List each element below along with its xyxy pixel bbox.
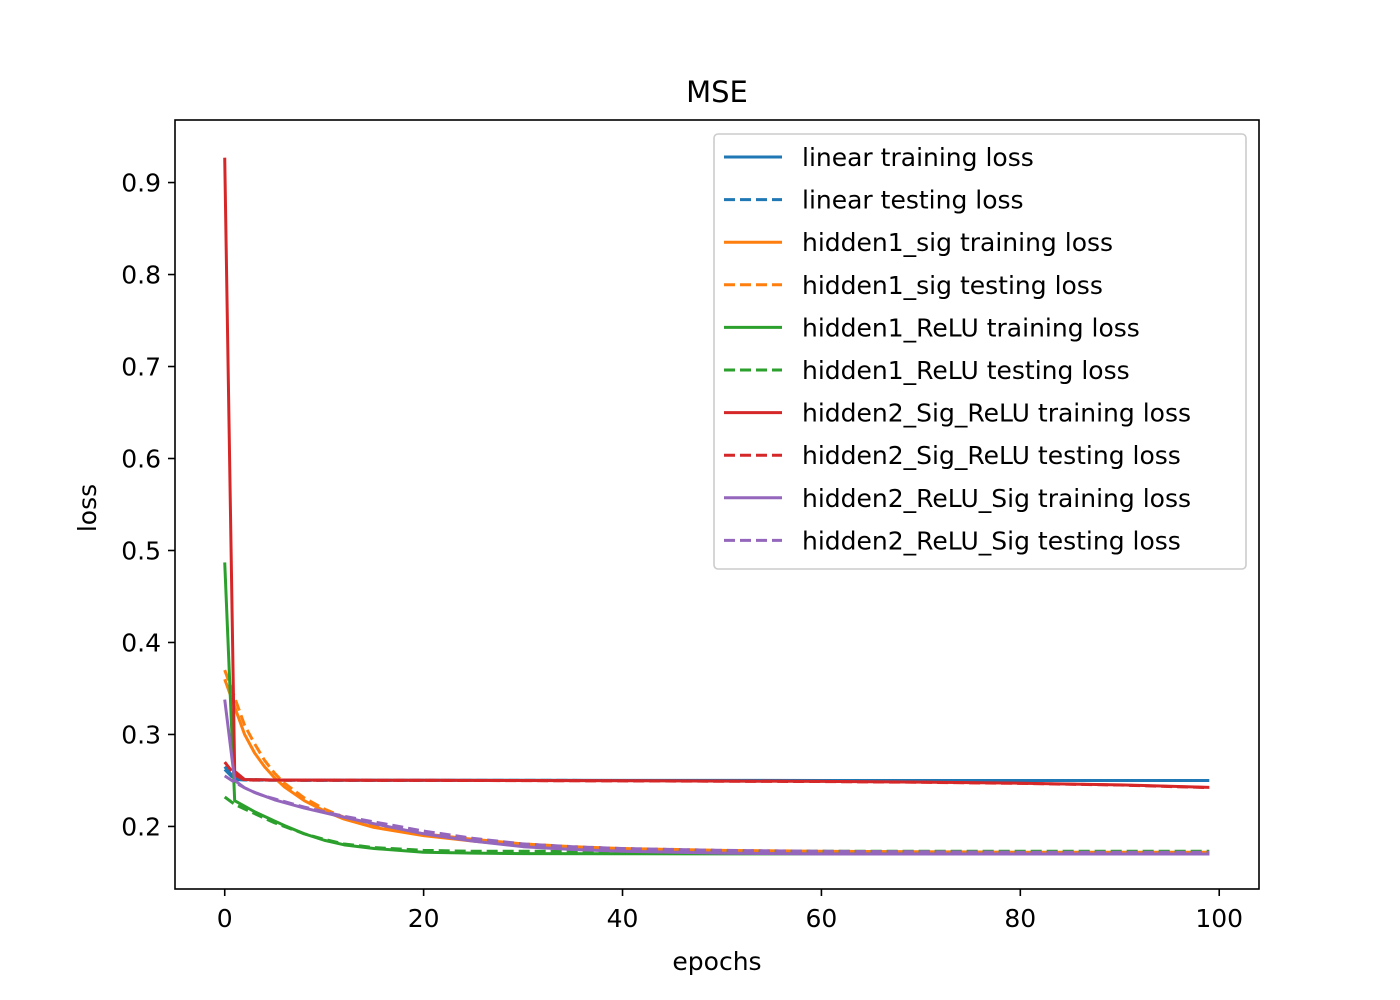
legend: linear training loss linear testing loss h…: [713, 133, 1247, 570]
y-tick-label: 0.7: [121, 353, 161, 382]
y-tick-label: 0.4: [121, 628, 161, 657]
legend-label: hidden2_ReLU_Sig training loss: [802, 484, 1191, 513]
legend-label: linear training loss: [802, 143, 1034, 172]
y-tick-label: 0.8: [121, 261, 161, 290]
x-tick-label: 100: [1195, 904, 1243, 933]
legend-label: hidden1_sig testing loss: [802, 271, 1103, 300]
x-tick-label: 0: [217, 904, 233, 933]
y-tick-label: 0.5: [121, 536, 161, 565]
series-line-hidden2-relu-sig-testing-loss: [223, 774, 1210, 854]
x-axis-label: epochs: [672, 947, 761, 976]
legend-label: hidden1_ReLU training loss: [802, 313, 1140, 342]
x-tick-label: 80: [1004, 904, 1036, 933]
x-tick-label: 20: [408, 904, 440, 933]
legend-label: hidden1_sig training loss: [802, 228, 1113, 257]
y-axis-ticks: 0.2 0.3 0.4 0.5 0.6 0.7 0.8 0.9: [121, 169, 175, 841]
legend-label: hidden2_Sig_ReLU training loss: [802, 399, 1191, 428]
series-line-hidden1-relu-testing-loss: [223, 795, 1210, 853]
plot-lines: [223, 157, 1210, 856]
legend-box: [713, 133, 1247, 570]
series-line-hidden2-relu-sig-training-loss: [223, 699, 1210, 856]
y-tick-label: 0.3: [121, 720, 161, 749]
chart-title: MSE: [686, 75, 748, 109]
series-line-hidden1-relu-training-loss: [223, 562, 1210, 856]
plot-border: [174, 119, 1260, 890]
legend-label: hidden2_ReLU_Sig testing loss: [802, 526, 1181, 555]
axes-frame: [174, 119, 1260, 890]
y-tick-label: 0.6: [121, 445, 161, 474]
legend-label: hidden1_ReLU testing loss: [802, 356, 1130, 385]
series-line-hidden2-sig-relu-testing-loss: [223, 761, 1210, 790]
legend-label: hidden2_Sig_ReLU testing loss: [802, 441, 1181, 470]
legend-label: linear testing loss: [802, 186, 1024, 215]
x-tick-label: 40: [607, 904, 639, 933]
series-line-linear-training-loss: [223, 765, 1210, 782]
series-line-hidden1-sig-training-loss: [223, 678, 1210, 856]
x-tick-label: 60: [806, 904, 838, 933]
x-axis-ticks: 0 20 40 60 80 100: [217, 889, 1243, 933]
y-tick-label: 0.9: [121, 169, 161, 198]
y-axis-label: loss: [73, 484, 102, 532]
y-tick-label: 0.2: [121, 812, 161, 841]
